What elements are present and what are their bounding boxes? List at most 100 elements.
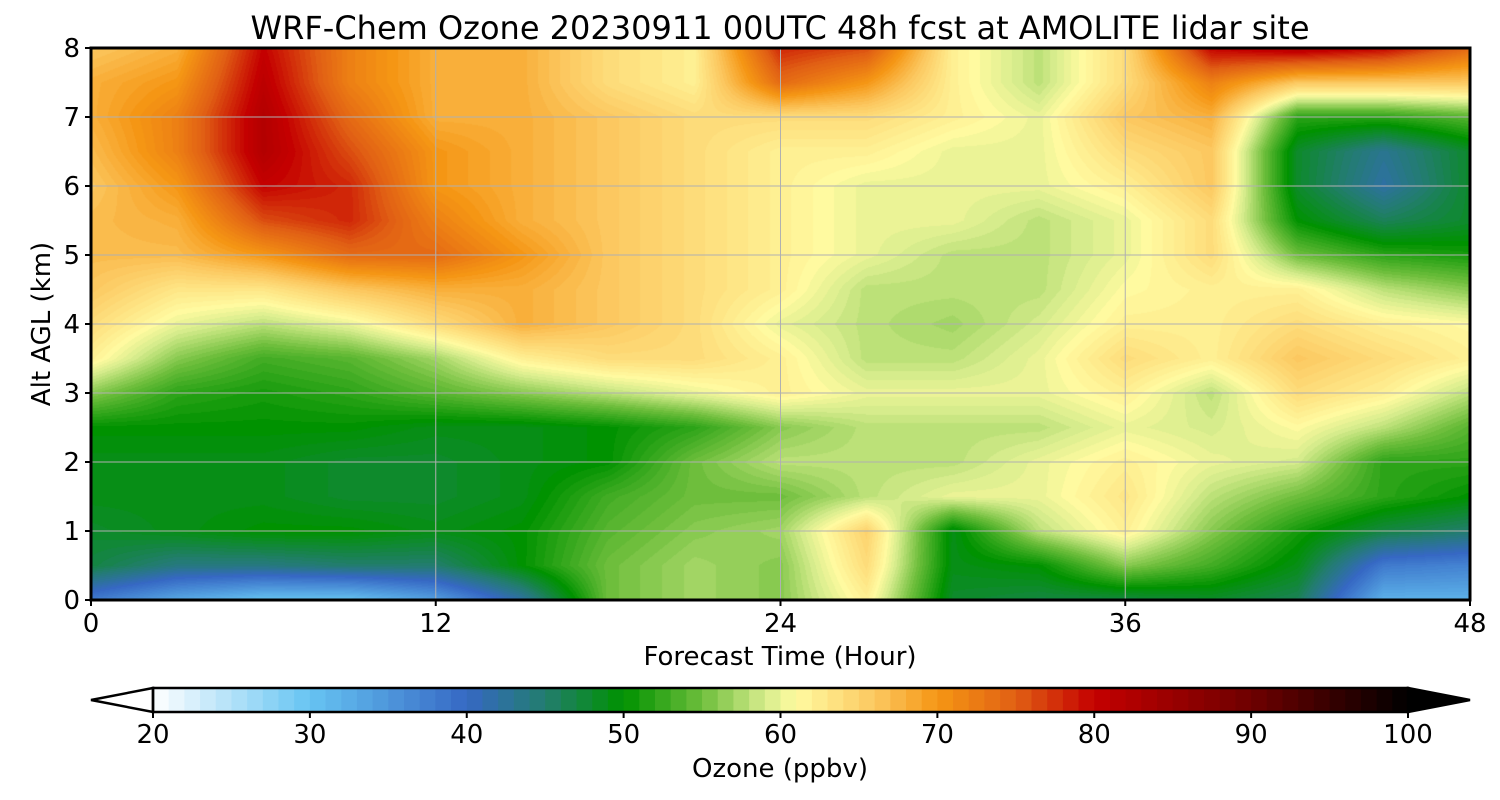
colorbar-segment <box>1094 688 1111 712</box>
colorbar-tick-label: 60 <box>764 720 797 750</box>
colorbar-segment <box>655 688 672 712</box>
colorbar-label: Ozone (ppbv) <box>692 754 868 784</box>
colorbar-segment <box>1000 688 1017 712</box>
colorbar-segment <box>1298 688 1315 712</box>
colorbar-segment <box>325 688 342 712</box>
colorbar-segment <box>1360 688 1378 712</box>
colorbar-segment <box>1047 688 1064 712</box>
colorbar-segment <box>1188 688 1205 712</box>
colorbar-segment <box>482 688 499 712</box>
colorbar-segment <box>702 688 719 712</box>
colorbar-segment <box>906 688 923 712</box>
colorbar-segment <box>890 688 907 712</box>
colorbar-segment <box>780 688 797 712</box>
colorbar-segment <box>1109 688 1127 712</box>
colorbar-segment <box>529 688 546 712</box>
colorbar-min-extension <box>90 686 155 714</box>
colorbar-segment <box>184 688 201 712</box>
y-tick-label: 3 <box>63 379 80 409</box>
x-tick-label: 48 <box>1453 609 1486 639</box>
y-tick-label: 1 <box>63 517 80 547</box>
colorbar-segment <box>545 688 562 712</box>
colorbar-segment <box>372 688 389 712</box>
colorbar-segment <box>1031 688 1048 712</box>
colorbar-segment <box>278 688 295 712</box>
colorbar-segment <box>309 688 327 712</box>
y-tick-label: 5 <box>63 241 80 271</box>
colorbar-segment <box>1204 688 1221 712</box>
x-tick-label: 36 <box>1109 609 1142 639</box>
colorbar-tick-label: 100 <box>1383 720 1433 750</box>
colorbar-segment <box>921 688 938 712</box>
colorbar-segment <box>466 688 484 712</box>
colorbar-segment <box>1266 688 1284 712</box>
colorbar-segment <box>717 688 735 712</box>
colorbar-segment <box>1251 688 1268 712</box>
colorbar-segment <box>1329 688 1346 712</box>
colorbar-segment <box>953 688 970 712</box>
colorbar-segment <box>168 688 185 712</box>
colorbar-segment <box>1282 688 1299 712</box>
colorbar-segment <box>874 688 891 712</box>
colorbar-segment <box>215 688 233 712</box>
colorbar-segment <box>670 688 687 712</box>
colorbar-segment <box>498 688 515 712</box>
colorbar-segment <box>984 688 1001 712</box>
colorbar-segment <box>388 688 405 712</box>
colorbar-segment <box>1313 688 1331 712</box>
colorbar-tick-label: 70 <box>921 720 954 750</box>
colorbar-segment <box>513 688 531 712</box>
colorbar-segment <box>858 688 876 712</box>
colorbar-segment <box>749 688 766 712</box>
colorbar-segment <box>968 688 986 712</box>
colorbar-max-extension <box>1406 686 1471 714</box>
y-tick-label: 0 <box>63 586 80 616</box>
colorbar-segment <box>262 688 280 712</box>
colorbar-segment <box>1078 688 1095 712</box>
colorbar-segments <box>153 688 1409 712</box>
colorbar-segment <box>451 688 468 712</box>
colorbar-segment <box>811 688 829 712</box>
colorbar-segment <box>639 688 656 712</box>
colorbar-segment <box>1141 688 1158 712</box>
colorbar-segment <box>827 688 844 712</box>
x-tick-label: 12 <box>419 609 452 639</box>
colorbar-segment <box>356 688 374 712</box>
colorbar-segment <box>686 688 703 712</box>
colorbar-segment <box>1345 688 1362 712</box>
colorbar-segment <box>404 688 421 712</box>
colorbar-segment <box>1015 688 1033 712</box>
colorbar-tick-label: 80 <box>1078 720 1111 750</box>
colorbar-segment <box>764 688 782 712</box>
colorbar-segment <box>1392 688 1409 712</box>
colorbar-tick-label: 40 <box>450 720 483 750</box>
colorbar-segment <box>1172 688 1189 712</box>
colorbar-segment <box>1157 688 1174 712</box>
colorbar-segment <box>153 688 170 712</box>
colorbar-tick-label: 20 <box>136 720 169 750</box>
colorbar-segment <box>200 688 217 712</box>
colorbar-segment <box>623 688 640 712</box>
colorbar-segment <box>1062 688 1080 712</box>
colorbar: 20 30 40 50 60 70 80 90 100 Ozone (ppbv) <box>90 686 1471 784</box>
colorbar-segment <box>1219 688 1237 712</box>
y-tick-label: 8 <box>63 34 80 64</box>
colorbar-segment <box>435 688 452 712</box>
y-tick-label: 4 <box>63 310 80 340</box>
colorbar-tick-label: 90 <box>1235 720 1268 750</box>
colorbar-segment <box>592 688 609 712</box>
y-tick-label: 7 <box>63 103 80 133</box>
colorbar-segment <box>733 688 750 712</box>
colorbar-segment <box>1235 688 1252 712</box>
colorbar-segment <box>843 688 860 712</box>
x-axis-label: Forecast Time (Hour) <box>643 642 916 672</box>
colorbar-tick-label: 50 <box>607 720 640 750</box>
y-tick-label: 2 <box>63 448 80 478</box>
x-tick-label: 0 <box>83 609 100 639</box>
colorbar-segment <box>1125 688 1142 712</box>
x-tick-label: 24 <box>764 609 797 639</box>
y-tick-label: 6 <box>63 172 80 202</box>
colorbar-segment <box>294 688 311 712</box>
colorbar-segment <box>560 688 578 712</box>
